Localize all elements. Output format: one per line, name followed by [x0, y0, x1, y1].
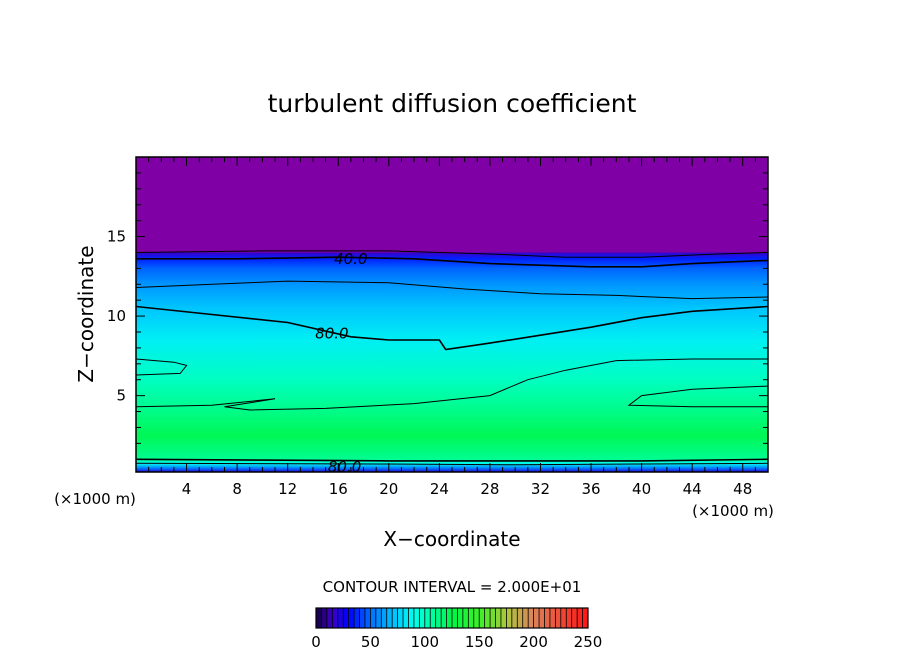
colorbar-tick-labels: 0 50 100 150 200 250: [311, 633, 602, 651]
colorbar-cell: [555, 608, 562, 628]
x-tick-label: 32: [531, 480, 550, 498]
colorbar-cell: [321, 608, 328, 628]
colorbar-cell: [544, 608, 551, 628]
x-tick-label: 16: [329, 480, 348, 498]
contour-line: [136, 256, 768, 268]
colorbar-cell: [316, 608, 322, 628]
colorbar-cell: [446, 608, 453, 628]
y-axis-ticks: 5 10 15: [107, 172, 768, 460]
x-tick-label: 8: [232, 480, 242, 498]
colorbar-cell: [533, 608, 540, 628]
colorbar-cell: [386, 608, 393, 628]
colorbar-cell: [408, 608, 415, 628]
x-tick-label: 24: [430, 480, 449, 498]
colorbar-tick-label: 100: [410, 633, 439, 651]
y-axis-label: Z−coordinate: [74, 245, 98, 382]
colorbar-cell: [364, 608, 371, 628]
colorbar-cell: [506, 608, 513, 628]
colorbar-cell: [359, 608, 366, 628]
x-tick-label: 12: [278, 480, 297, 498]
colorbar-tick-label: 250: [574, 633, 603, 651]
x-tick-label: 36: [581, 480, 600, 498]
colorbar-cell: [528, 608, 534, 628]
x-unit-left: (×1000 m): [54, 490, 136, 508]
y-tick-label: 15: [107, 228, 126, 246]
colorbar-cell: [337, 608, 344, 628]
contour-label: 80.0: [328, 458, 361, 476]
colorbar-cell: [522, 608, 529, 628]
contour-line: [627, 385, 768, 408]
contour-label: 80.0: [315, 325, 348, 343]
x-tick-label: 4: [182, 480, 192, 498]
colorbar-cell: [413, 608, 420, 628]
colorbar-tick-label: 150: [465, 633, 494, 651]
contour-line: [136, 250, 768, 258]
colorbar-cell: [490, 608, 496, 628]
colorbar-cell: [582, 608, 589, 628]
colorbar-cell: [560, 608, 567, 628]
contour-line: [136, 358, 188, 376]
colorbar-cell: [452, 608, 458, 628]
contour-line: [136, 280, 768, 300]
colorbar-cell: [511, 608, 518, 628]
colorbar-cell: [392, 608, 398, 628]
x-axis-label: X−coordinate: [383, 527, 520, 551]
colorbar-cell: [326, 608, 333, 628]
colorbar-cell: [375, 608, 382, 628]
colorbar-cell: [370, 608, 377, 628]
colorbar-cell: [473, 608, 480, 628]
colorbar-tick-label: 200: [519, 633, 548, 651]
colorbar-cell: [441, 608, 447, 628]
contour-interval-text: CONTOUR INTERVAL = 2.000E+01: [323, 578, 582, 596]
x-tick-label: 48: [733, 480, 752, 498]
x-tick-label: 40: [632, 480, 651, 498]
colorbar-cell: [571, 608, 578, 628]
contour-lines: [136, 250, 768, 466]
colorbar-cell: [348, 608, 355, 628]
y-tick-label: 10: [107, 307, 126, 325]
y-tick-label: 5: [116, 387, 126, 405]
colorbar-cell: [419, 608, 426, 628]
colorbar-cell: [381, 608, 388, 628]
x-unit-right: (×1000 m): [692, 502, 774, 520]
colorbar-cell: [495, 608, 502, 628]
colorbar-cell: [403, 608, 409, 628]
contour-line: [136, 305, 768, 351]
colorbar-cell: [343, 608, 349, 628]
x-tick-label: 44: [683, 480, 702, 498]
colorbar-cell: [577, 608, 583, 628]
colorbar-cell: [517, 608, 524, 628]
colorbar-cell: [549, 608, 556, 628]
colorbar-cell: [435, 608, 442, 628]
contour-line: [136, 358, 768, 411]
colorbar-cell: [468, 608, 475, 628]
colorbar-cell: [397, 608, 404, 628]
x-axis-ticks: 4 8 12 16 20 24 28 32 36 40 44 48: [148, 157, 756, 498]
x-tick-label: 28: [480, 480, 499, 498]
contour-line: [136, 462, 768, 466]
colorbar-cell: [484, 608, 491, 628]
colorbar-cell: [354, 608, 360, 628]
colorbar-cell: [566, 608, 572, 628]
colorbar-tick-label: 0: [311, 633, 321, 651]
colorbar-cell: [462, 608, 469, 628]
colorbar-frame: [315, 607, 589, 629]
colorbar: [315, 607, 589, 629]
colorbar-cell: [479, 608, 485, 628]
plot-area: 40.080.080.0 4 8 12 16 20 24 28 32 36 40 44 48 5101…: [107, 156, 769, 498]
colorbar-cell: [539, 608, 545, 628]
chart-title: turbulent diffusion coefficient: [268, 89, 637, 118]
colorbar-cell: [424, 608, 431, 628]
colorbar-cell: [500, 608, 507, 628]
colorbar-cell: [430, 608, 436, 628]
colorbar-cell: [332, 608, 339, 628]
contour-label: 40.0: [334, 250, 367, 268]
x-tick-label: 20: [379, 480, 398, 498]
colorbar-cell: [457, 608, 464, 628]
contour-line: [136, 458, 768, 462]
colorbar-tick-label: 50: [361, 633, 380, 651]
